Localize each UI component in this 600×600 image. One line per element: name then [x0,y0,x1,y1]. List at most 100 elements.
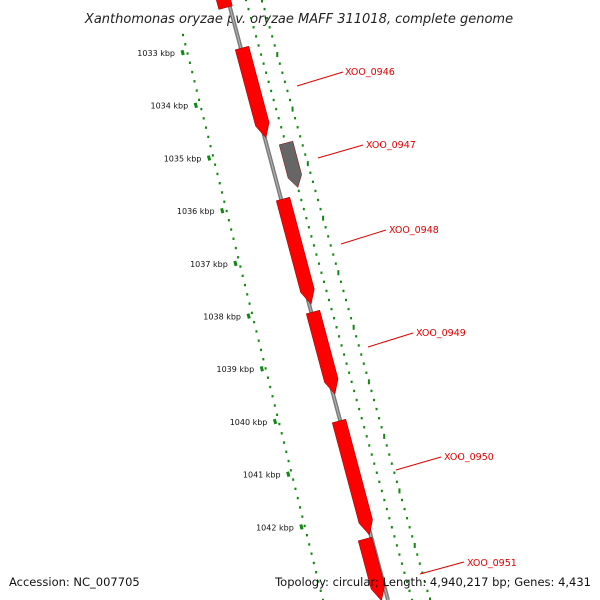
outer-ruler-dot [299,135,302,138]
accession-text: Accession: NC_007705 [9,575,140,589]
gene-arrow [234,45,270,139]
outer-ruler-dot [370,389,373,393]
kbp-label: 1042 kbp [256,523,294,532]
ruler-dot [216,172,219,176]
inner-ruler-dot [383,498,386,502]
inner-ruler-dot [328,298,330,302]
outer-ruler-dot [273,44,276,47]
kbp-major-tick [220,207,225,214]
inner-ruler-dot [315,253,318,256]
outer-ruler-dot [263,7,266,11]
gene-arrow [275,196,315,305]
inner-ruler-dot [403,571,406,574]
outer-ruler-dot [332,253,335,256]
inner-ruler-dot [282,135,285,138]
ruler-dot [310,552,313,555]
inner-ruler-dot [265,71,268,74]
inner-ruler-dot [300,198,303,202]
outer-ruler-dot [322,215,325,221]
inner-ruler-dot [385,507,388,511]
ruler-dot [322,598,324,600]
outer-ruler-dot [309,171,312,174]
inner-ruler-dot [360,416,363,420]
ruler-dot [301,515,304,518]
gene-label: XOO_0949 [416,328,466,339]
ruler-dot [221,191,224,194]
ruler-dot [299,506,302,509]
outer-ruler-dot [283,80,286,84]
outer-ruler-dot [294,116,297,120]
outer-ruler-dot [319,207,322,211]
outer-ruler-dot [401,498,403,502]
inner-ruler-dot [325,289,328,293]
gene-label: XOO_0951 [467,558,517,569]
ruler-dot [257,339,260,342]
outer-ruler-dot [406,516,409,520]
inner-ruler-dot [363,426,366,429]
inner-ruler-dot [353,389,356,393]
inner-ruler-dot [302,207,305,211]
kbp-major-tick [206,155,212,161]
gene-leader-line [395,456,442,471]
ruler-dot [186,52,189,55]
ruler-dot [312,561,315,565]
inner-ruler-dot [338,335,341,338]
gene-arrow [357,536,385,600]
inner-ruler-dot [277,116,280,120]
kbp-label: 1040 kbp [230,418,268,427]
outer-ruler-dot [378,416,381,420]
ruler-dot [211,154,214,157]
outer-ruler-dot [286,89,289,93]
gene-leader-line [317,144,364,159]
outer-ruler-dot [278,62,281,65]
inner-ruler-dot [370,453,373,456]
outer-ruler-dot [423,580,426,584]
outer-ruler-dot [301,144,304,147]
ruler-dot [243,283,246,287]
inner-ruler-dot [252,26,255,29]
kbp-major-tick [272,418,278,425]
outer-ruler-dot [337,270,340,276]
outer-ruler-dot [281,71,284,74]
kbp-label: 1038 kbp [203,313,241,322]
kbp-major-tick [193,102,198,109]
kbp-label: 1035 kbp [164,154,202,163]
inner-ruler-dot [393,535,396,538]
outer-ruler-dot [271,35,274,38]
kbp-major-tick [259,366,264,372]
ruler-dot [195,89,198,92]
inner-ruler-dot [411,598,413,600]
kbp-ruler-dots [182,33,324,600]
outer-ruler-dot [385,444,388,447]
outer-ruler-dot [375,407,378,411]
ruler-dot [294,487,297,491]
outer-ruler-dot [350,316,353,320]
gene-arrow [278,140,302,188]
inner-ruler-dot [250,16,253,20]
ruler-dot [225,209,228,213]
ruler-dot [303,524,306,528]
inner-ruler-dot [322,280,325,284]
inner-ruler-dot [267,80,270,84]
outer-ruler-dot [339,280,342,284]
outer-ruler-dot [266,16,269,20]
ruler-dot [234,246,237,250]
ruler-dot [262,357,265,361]
ruler-dot [191,70,194,74]
gene-arrow [305,309,339,395]
outer-ruler-dot [347,307,350,311]
kbp-major-tick [299,524,304,530]
inner-ruler-dot [405,580,408,584]
ruler-dot [319,589,322,592]
genome-summary-text: Topology: circular; Length: 4,940,217 bp… [274,575,591,589]
gene-leader-line [419,561,465,575]
inner-ruler-dots [245,0,413,600]
inner-ruler-dot [262,62,265,65]
ruler-dot [248,302,251,305]
ruler-dot [317,580,320,583]
outer-ruler-dot [327,235,330,238]
inner-ruler-dot [348,371,351,374]
outer-ruler-dot [289,98,291,102]
outer-ruler-dot [421,571,424,574]
gene-label: XOO_0946 [345,67,395,78]
